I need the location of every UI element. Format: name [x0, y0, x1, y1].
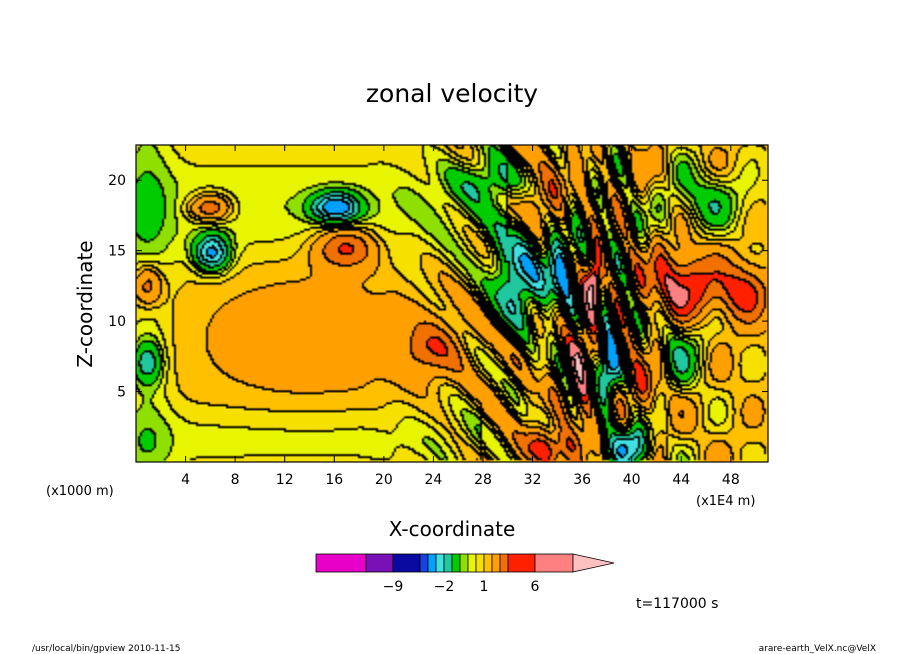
plot-area — [135, 144, 769, 463]
colorbar-segment — [443, 553, 453, 573]
x-axis: 4 8 12 16 20 24 28 32 36 40 44 48 — [181, 145, 740, 488]
y-axis: 5 10 15 20 — [108, 173, 768, 401]
colorbar-segment — [419, 553, 429, 573]
y-tick-label: 15 — [108, 244, 126, 260]
x-tick-label: 48 — [722, 472, 740, 488]
plot-frame — [135, 144, 769, 463]
colorbar-segment — [467, 553, 477, 573]
colorbar-segment — [392, 553, 421, 573]
x-tick-label: 16 — [325, 472, 343, 488]
y-tick-label: 10 — [108, 314, 126, 330]
colorbar-segment — [499, 553, 509, 573]
colorbar-labels: −9 −2 1 6 — [383, 579, 540, 595]
chart-title: zonal velocity — [366, 79, 538, 108]
colorbar — [315, 553, 615, 573]
x-axis-units-left: (x1000 m) — [46, 484, 114, 499]
velocity-field — [136, 145, 768, 462]
x-tick-label: 44 — [672, 472, 690, 488]
x-tick-label: 24 — [424, 472, 442, 488]
x-tick-label: 4 — [181, 472, 190, 488]
x-tick-label: 12 — [276, 472, 294, 488]
colorbar-segment — [365, 553, 394, 573]
footer-left: /usr/local/bin/gpview 2010-11-15 — [32, 644, 180, 654]
colorbar-segment — [435, 553, 445, 573]
colorbar-segment — [483, 553, 493, 573]
colorbar-segment — [315, 553, 367, 573]
x-tick-label: 40 — [623, 472, 641, 488]
colorbar-segment — [491, 553, 501, 573]
colorbar-tick-label: 6 — [531, 579, 540, 595]
colorbar-tick-label: −2 — [434, 579, 455, 595]
colorbar-segment — [459, 553, 469, 573]
x-tick-label: 20 — [375, 472, 393, 488]
colorbar-segment — [475, 553, 485, 573]
colorbar-arrow — [572, 553, 615, 573]
x-tick-label: 28 — [474, 472, 492, 488]
x-tick-label: 8 — [231, 472, 240, 488]
colorbar-tick-label: 1 — [480, 579, 489, 595]
x-axis-label: X-coordinate — [389, 517, 516, 541]
colorbar-tick-label: −9 — [383, 579, 404, 595]
x-tick-label: 36 — [573, 472, 591, 488]
colorbar-segment — [534, 553, 574, 573]
colorbar-segment — [451, 553, 461, 573]
x-tick-label: 32 — [524, 472, 542, 488]
colorbar-segment — [507, 553, 536, 573]
footer-right: arare-earth_VelX.nc@VelX — [759, 644, 876, 654]
y-tick-label: 5 — [117, 385, 126, 401]
x-axis-units-right: (x1E4 m) — [696, 494, 755, 509]
y-tick-label: 20 — [108, 173, 126, 189]
y-axis-label: Z-coordinate — [73, 240, 97, 367]
time-label: t=117000 s — [636, 596, 718, 612]
colorbar-segment — [427, 553, 437, 573]
